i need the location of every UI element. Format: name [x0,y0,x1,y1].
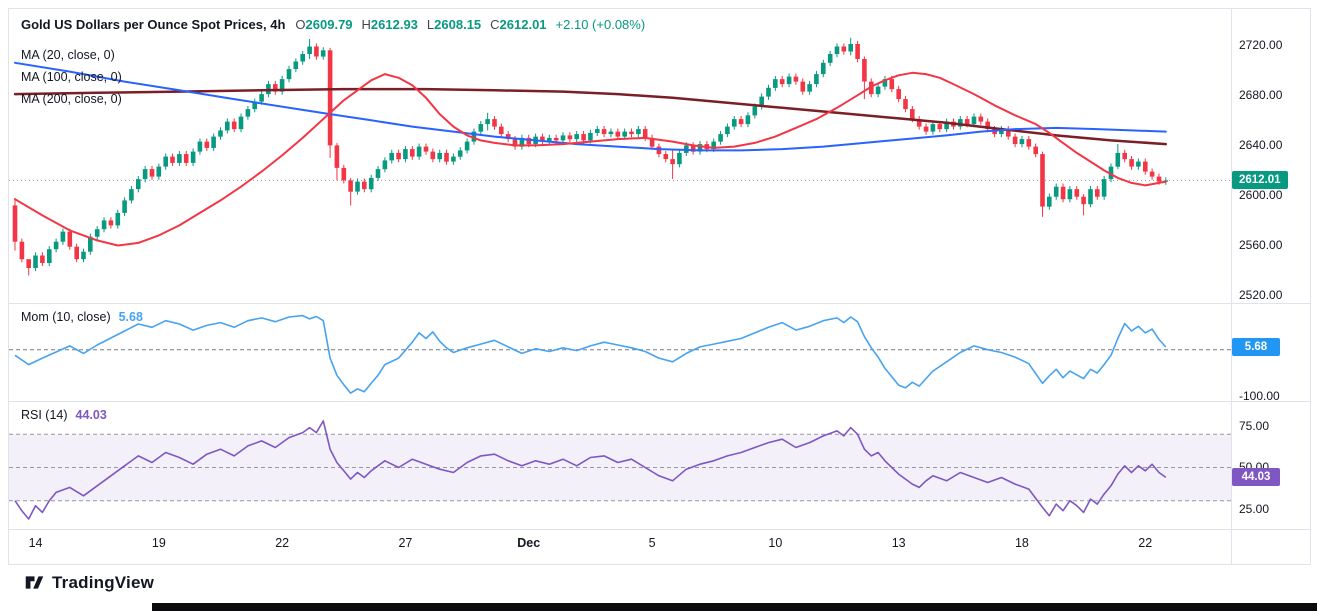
tradingview-logo-icon [24,572,45,593]
time-tick-label: 22 [275,536,290,550]
bottom-dark-strip [152,603,1317,611]
panel-separator[interactable] [9,303,1310,304]
legend-momentum[interactable]: Mom (10, close) 5.68 [21,309,143,326]
price-axis[interactable] [1231,9,1311,529]
time-tick-label: 27 [398,536,413,550]
legend-ma200[interactable]: MA (200, close, 0) [21,92,122,106]
ohlc-close: C2612.01 [490,17,547,32]
chart-widget: Gold US Dollars per Ounce Spot Prices, 4… [8,8,1311,565]
time-axis[interactable] [9,529,1231,565]
price-tick-label: 2640.00 [1239,138,1283,153]
legend-rsi[interactable]: RSI (14) 44.03 [21,407,107,424]
time-tick-label: 5 [648,536,656,550]
tradingview-attribution-link[interactable]: TradingView [24,572,154,593]
momentum-tick-label: -100.00 [1239,389,1280,404]
rsi-value: 44.03 [75,408,107,422]
ohlc-low: L2608.15 [426,17,482,32]
ohlc-open: O2609.79 [295,17,353,32]
legend-ma20[interactable]: MA (20, close, 0) [21,48,115,62]
main-chart-plot[interactable] [9,9,1231,303]
price-tick-label: 2520.00 [1239,288,1283,303]
legend-ma100[interactable]: MA (100, close, 0) [21,70,122,84]
rsi-label: RSI (14) [21,408,68,422]
time-tick-label: 19 [151,536,166,550]
price-tick-label: 2560.00 [1239,238,1283,253]
price-change: +2.10 (+0.08%) [555,17,646,32]
momentum-value: 5.68 [118,310,143,324]
symbol-title: Gold US Dollars per Ounce Spot Prices, 4… [21,17,286,32]
price-axis-separator [1231,9,1232,564]
time-tick-label: 18 [1014,536,1029,550]
symbol-legend[interactable]: Gold US Dollars per Ounce Spot Prices, 4… [21,16,645,34]
price-tick-label: 2600.00 [1239,188,1283,203]
momentum-badge: 5.68 [1232,338,1280,357]
time-tick-label: 10 [768,536,783,550]
time-axis-separator [9,529,1310,530]
price-tick-label: 2720.00 [1239,38,1283,53]
momentum-label: Mom (10, close) [21,310,111,324]
time-tick-label: 13 [891,536,906,550]
tradingview-brand-text: TradingView [52,572,155,592]
rsi-tick-label: 25.00 [1239,502,1270,517]
rsi-tick-label: 75.00 [1239,418,1270,433]
rsi-plot[interactable] [9,401,1231,529]
time-tick-label: Dec [517,536,541,550]
rsi-badge: 44.03 [1232,468,1280,487]
time-tick-label: 14 [28,536,43,550]
panel-separator[interactable] [9,401,1310,402]
momentum-plot[interactable] [9,303,1231,401]
price-tick-label: 2680.00 [1239,88,1283,103]
time-tick-label: 22 [1138,536,1153,550]
ohlc-high: H2612.93 [361,17,418,32]
last-price-badge: 2612.01 [1232,171,1288,190]
